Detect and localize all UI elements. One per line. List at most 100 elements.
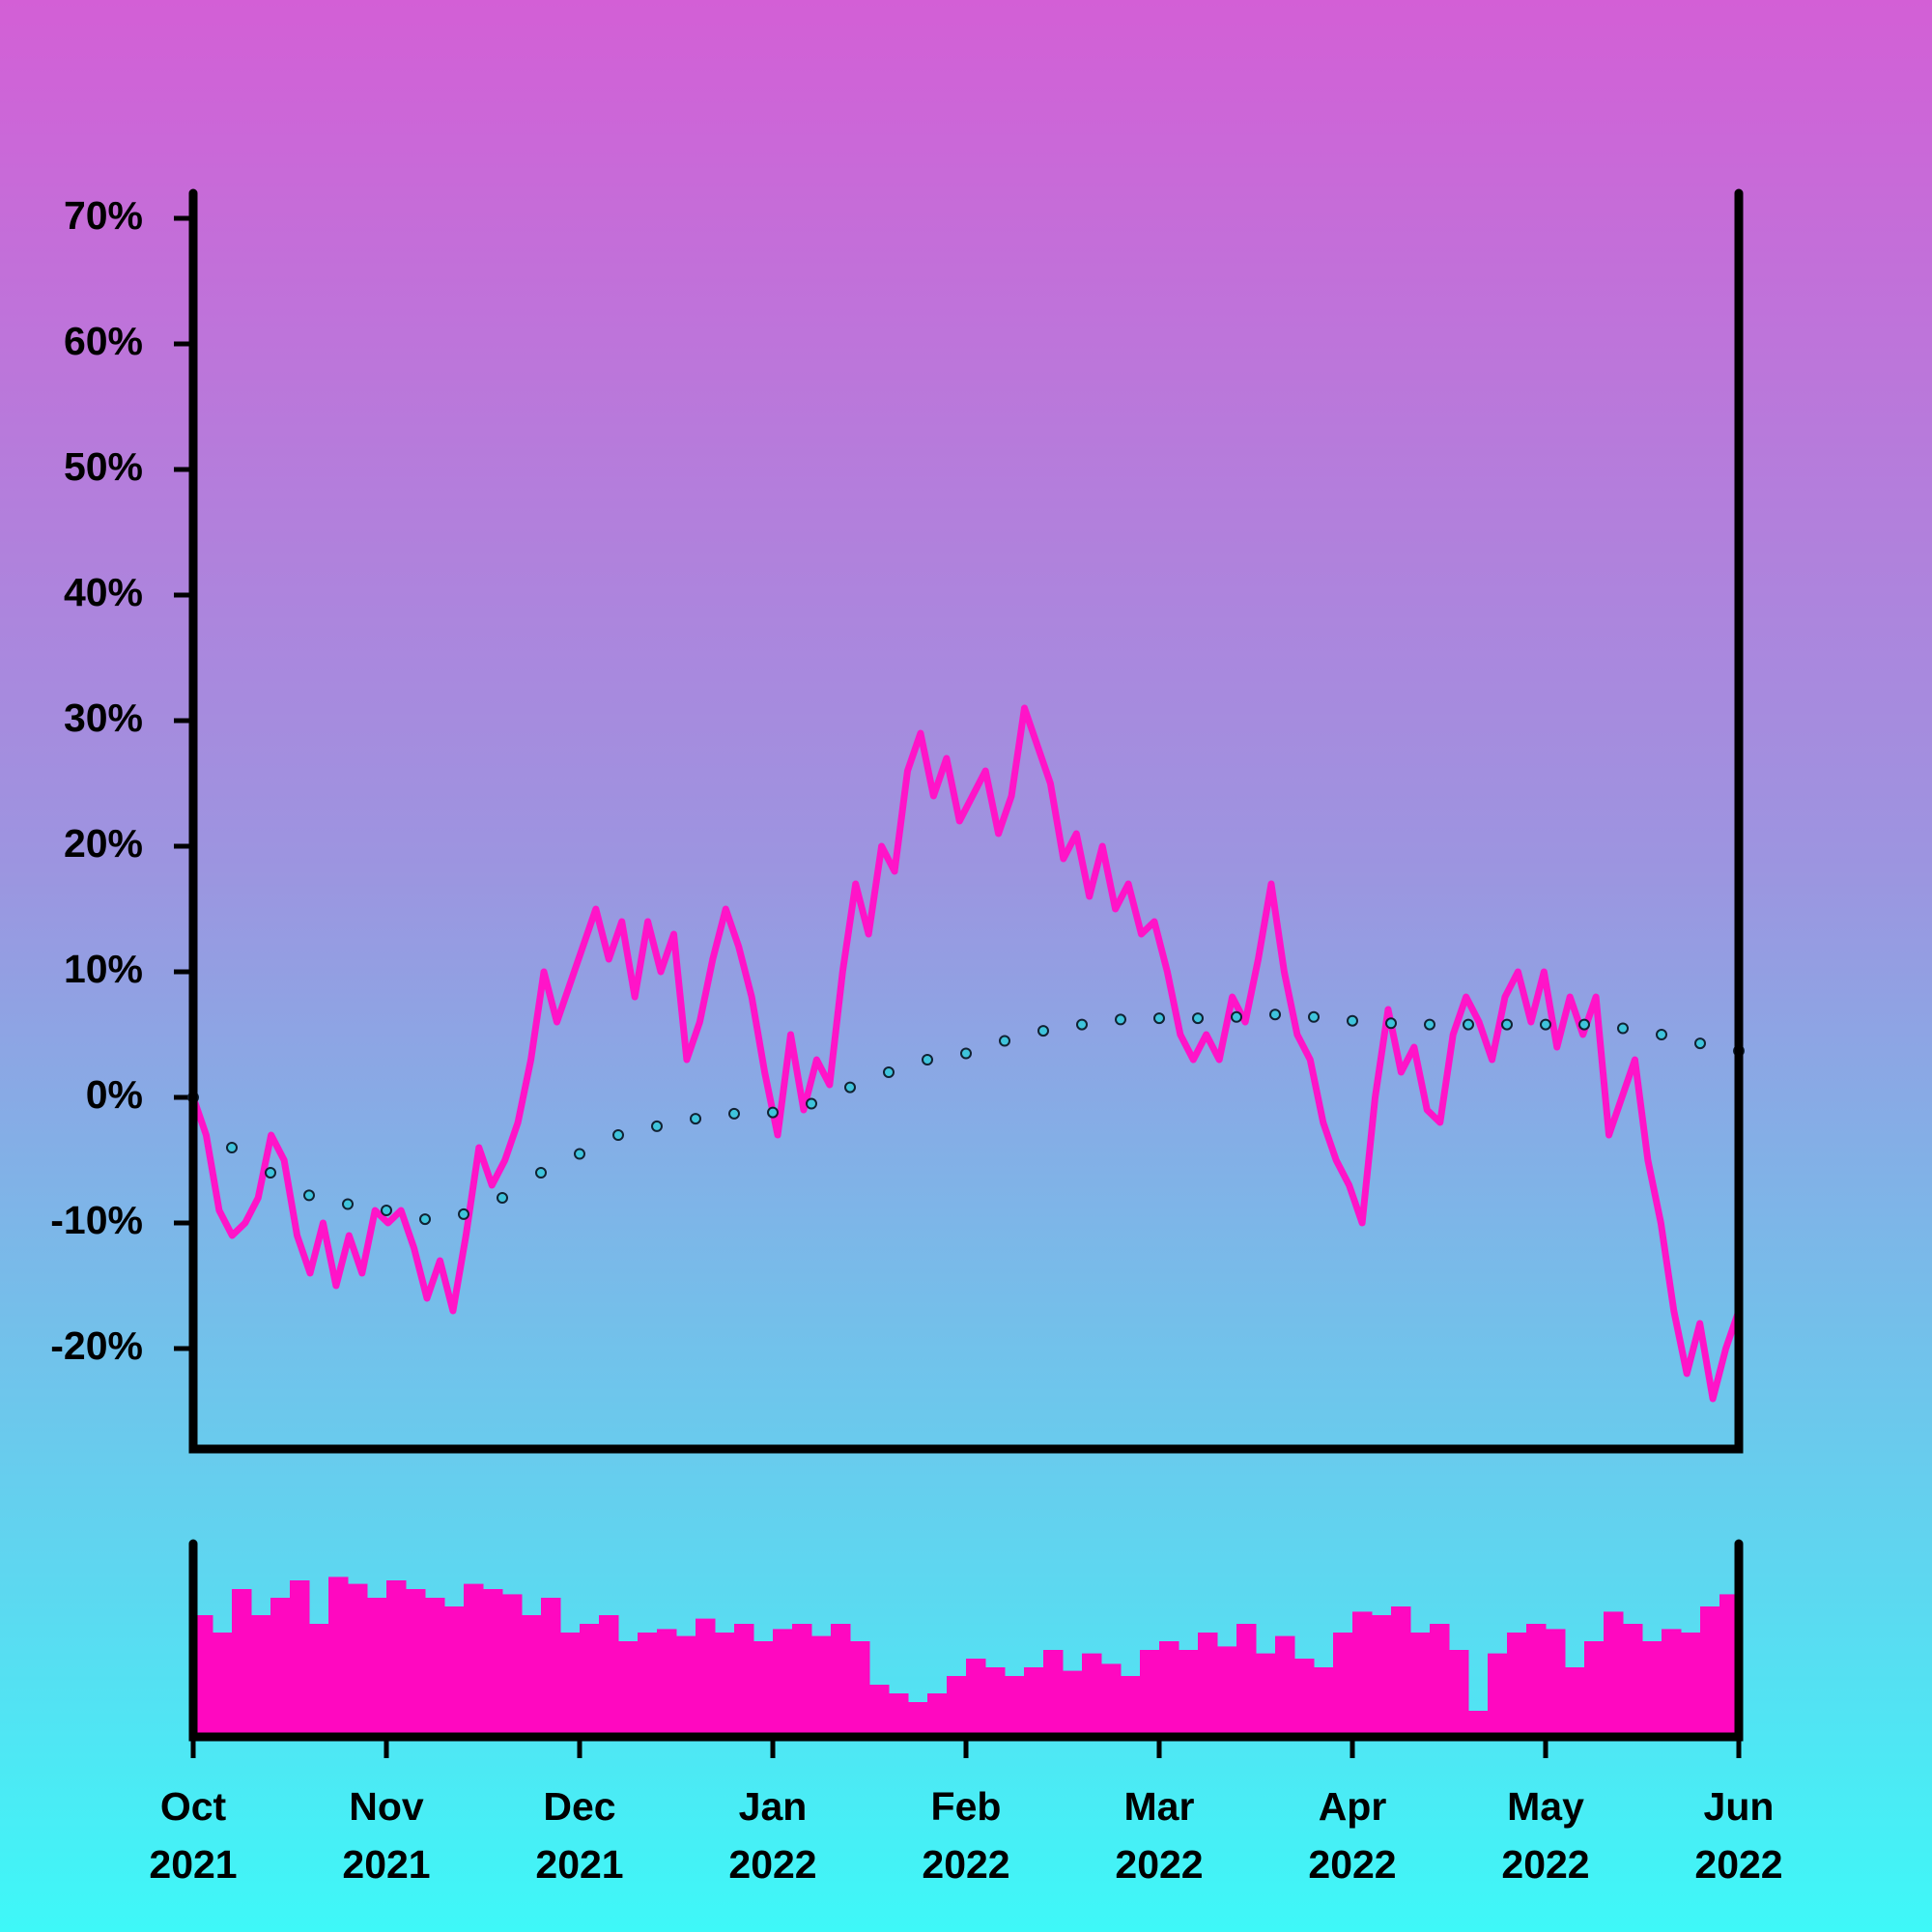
volume-bar [522, 1615, 542, 1737]
volume-bar [927, 1693, 948, 1737]
volume-bar [1488, 1653, 1508, 1737]
moving-average-dot [1617, 1022, 1629, 1035]
moving-average-dot [690, 1113, 701, 1125]
axes [188, 188, 1744, 1454]
moving-average-dot [1076, 1018, 1088, 1031]
volume-bar [1526, 1624, 1547, 1737]
volume-bar [1642, 1641, 1662, 1737]
volume-bar [348, 1583, 368, 1737]
volume-bar [270, 1598, 291, 1737]
moving-average-dot [1656, 1029, 1667, 1040]
y-tick-label: 10% [64, 947, 143, 991]
volume-bar [290, 1580, 310, 1737]
volume-bar [1546, 1629, 1566, 1737]
y-tick-label: 50% [64, 444, 143, 489]
volume-bar [1700, 1606, 1720, 1737]
volume-bar [753, 1641, 774, 1737]
moving-average-dot [574, 1148, 585, 1160]
x-tick-label: Jan 2022 [728, 1784, 817, 1887]
y-tick-label: 40% [64, 570, 143, 614]
volume-bar [425, 1598, 445, 1737]
volume-bar [1256, 1653, 1276, 1737]
moving-average-dot [1347, 1014, 1358, 1027]
volume-bar [1468, 1711, 1489, 1737]
volume-bar [696, 1618, 716, 1737]
volume-bar [193, 1615, 213, 1737]
volume-bar [1217, 1646, 1237, 1737]
moving-average-dot [883, 1066, 895, 1078]
moving-average-dot [303, 1189, 315, 1202]
volume-bar [1565, 1667, 1585, 1737]
volume-bar [966, 1659, 986, 1737]
volume-bar [213, 1633, 233, 1737]
moving-average-dot [1308, 1010, 1320, 1023]
volume-bar [309, 1624, 329, 1737]
moving-average-dot [1578, 1018, 1590, 1031]
volume-bar [947, 1676, 967, 1737]
volume-bar [560, 1633, 581, 1737]
volume-bar [773, 1629, 793, 1737]
moving-average-dot [922, 1054, 933, 1065]
y-tick-label: 60% [64, 319, 143, 363]
volume-bar [580, 1624, 600, 1737]
volume-bar [1410, 1633, 1431, 1737]
y-tick-label: 0% [86, 1072, 143, 1117]
moving-average-dot [1153, 1012, 1165, 1025]
x-tick-label: Apr 2022 [1308, 1784, 1397, 1887]
volume-bar [367, 1598, 387, 1737]
volume-bar [1236, 1624, 1257, 1737]
moving-average-dot [1115, 1013, 1126, 1026]
volume-bar [1005, 1676, 1025, 1737]
volume-bar [734, 1624, 754, 1737]
volume-bar [1179, 1650, 1199, 1737]
y-tick-label: -10% [50, 1198, 143, 1242]
volume-bar [232, 1589, 252, 1737]
volume-bar [1121, 1676, 1141, 1737]
x-tick-label: May 2022 [1501, 1784, 1590, 1887]
moving-average-dot [1694, 1037, 1706, 1050]
volume-bar [541, 1598, 561, 1737]
y-tick-label: 20% [64, 821, 143, 866]
moving-average-dot [1385, 1017, 1397, 1030]
x-tick-label: Oct 2021 [149, 1784, 238, 1887]
moving-average-dot [1424, 1018, 1435, 1031]
volume-bar [869, 1685, 890, 1737]
moving-average-dot [1269, 1009, 1281, 1021]
moving-average-dot [265, 1167, 276, 1179]
volume-bar [908, 1702, 928, 1737]
volume-bar [1024, 1667, 1044, 1737]
volume-bar [1314, 1667, 1334, 1737]
moving-average-dot [381, 1205, 392, 1216]
volume-bar [638, 1633, 658, 1737]
y-tick-label: 70% [64, 193, 143, 238]
moving-average-dot [1192, 1012, 1204, 1025]
volume-bar [406, 1589, 426, 1737]
volume-bar [1507, 1633, 1527, 1737]
volume-bar [1140, 1650, 1160, 1737]
volume-bar [1623, 1624, 1643, 1737]
volume-bar [657, 1629, 677, 1737]
moving-average-dot [1231, 1010, 1242, 1023]
moving-average-dot [419, 1213, 431, 1226]
volume-bar [831, 1624, 851, 1737]
volume-bar [792, 1624, 812, 1737]
moving-average-dot [767, 1106, 779, 1119]
volume-bar [1681, 1633, 1701, 1737]
x-tick-label: Nov 2021 [342, 1784, 431, 1887]
moving-average-dot [458, 1208, 469, 1220]
volume-bar [386, 1580, 407, 1737]
y-tick-label: 30% [64, 696, 143, 740]
moving-average-dot [806, 1097, 817, 1110]
volume-bar [502, 1594, 523, 1737]
moving-average-dot [1037, 1025, 1049, 1037]
volume-bar [444, 1606, 465, 1737]
moving-average-dot [728, 1107, 740, 1120]
volume-bar [985, 1667, 1006, 1737]
volume-bar [1294, 1659, 1315, 1737]
volume-bar [811, 1635, 832, 1737]
moving-average-dot [844, 1081, 856, 1094]
moving-average-dot [497, 1192, 508, 1204]
volume-bar [715, 1633, 735, 1737]
moving-average-dot [999, 1035, 1010, 1047]
